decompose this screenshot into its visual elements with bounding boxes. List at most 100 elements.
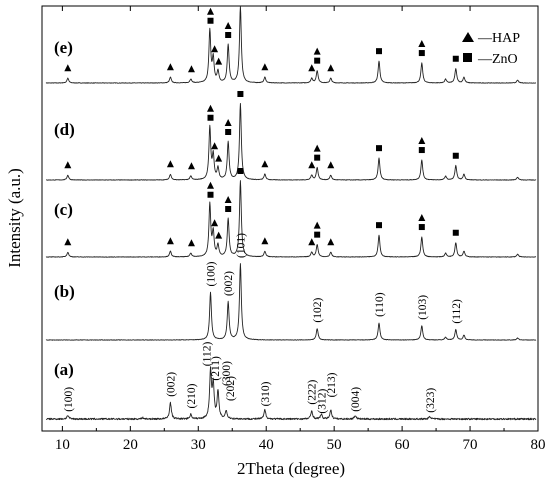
peak-label: (312) xyxy=(316,389,328,414)
hap-marker xyxy=(261,237,269,245)
peak-label: (222) xyxy=(307,380,319,405)
hap-marker xyxy=(313,144,321,152)
peak-label: (100) xyxy=(206,261,218,286)
panel-label-0: (e) xyxy=(54,38,73,57)
hap-marker xyxy=(418,137,426,145)
hap-marker xyxy=(207,7,215,15)
hap-marker xyxy=(418,40,426,48)
hap-marker xyxy=(418,214,426,222)
plot-frame xyxy=(41,5,539,432)
x-tick-label: 40 xyxy=(259,437,274,453)
zno-marker xyxy=(314,154,321,161)
hap-marker xyxy=(211,142,219,150)
hap-marker xyxy=(166,63,174,71)
peak-label: (110) xyxy=(374,292,386,317)
peak-label: (213) xyxy=(326,372,338,397)
series-trace-2 xyxy=(45,180,537,258)
zno-marker xyxy=(237,168,244,174)
hap-marker xyxy=(187,162,195,170)
hap-marker xyxy=(211,45,219,53)
zno-marker xyxy=(418,147,425,154)
peak-label: (100) xyxy=(63,387,75,412)
hap-marker xyxy=(224,119,232,126)
hap-marker xyxy=(211,219,219,227)
x-tick-label: 80 xyxy=(531,437,546,453)
zno-marker xyxy=(376,145,383,152)
x-tick-label: 70 xyxy=(463,437,478,453)
hap-marker xyxy=(327,64,335,72)
legend-triangle-marker xyxy=(462,32,474,42)
zno-marker xyxy=(452,229,459,236)
hap-marker xyxy=(64,161,72,169)
zno-marker xyxy=(225,129,232,135)
zno-marker xyxy=(314,57,321,64)
hap-marker xyxy=(215,231,223,239)
legend: —HAP —ZnO xyxy=(462,31,520,67)
panel-label-1: (d) xyxy=(54,120,75,139)
hap-marker xyxy=(215,57,223,65)
series-trace-3 xyxy=(45,263,537,341)
zno-marker xyxy=(225,206,232,212)
panel-label-3: (b) xyxy=(54,282,75,301)
phase-markers-group xyxy=(64,7,459,247)
x-tick-label: 60 xyxy=(395,437,410,453)
series-trace-0 xyxy=(45,5,537,84)
y-axis-title: Intensity (a.u.) xyxy=(5,168,24,268)
panel-labels-group: (e) (d) (c) (b) (a) xyxy=(54,38,75,379)
hap-marker xyxy=(64,238,72,246)
hap-marker xyxy=(207,181,215,189)
hap-marker xyxy=(187,239,195,247)
hap-marker xyxy=(308,161,316,169)
hap-marker xyxy=(313,221,321,229)
peak-label: (323) xyxy=(425,388,437,413)
peak-label: (300) xyxy=(221,361,233,386)
zno-marker xyxy=(225,32,232,38)
hap-marker xyxy=(64,64,72,72)
zno-marker xyxy=(452,55,459,62)
hap-marker xyxy=(207,104,215,112)
peak-label: (112) xyxy=(451,299,463,324)
peak-label: (102) xyxy=(312,298,324,323)
peak-label: (002) xyxy=(165,372,177,397)
hap-marker xyxy=(166,160,174,168)
hap-marker xyxy=(224,22,232,29)
x-tick-label: 50 xyxy=(327,437,342,453)
peak-label: (101) xyxy=(235,233,247,258)
x-tick-label: 10 xyxy=(55,437,70,453)
peak-label: (202) xyxy=(225,376,237,401)
series-trace-1 xyxy=(45,102,537,181)
zno-marker xyxy=(418,50,425,57)
x-axis: 10 20 30 40 50 60 70 80 xyxy=(55,6,546,453)
legend-square-marker xyxy=(463,53,472,62)
hap-marker xyxy=(308,64,316,72)
hap-marker xyxy=(224,196,232,203)
peak-labels-group: (100) (002) (101) (102) (110) (103) (112) (100)… xyxy=(63,233,463,414)
peak-label: (004) xyxy=(350,387,362,412)
hap-marker xyxy=(215,154,223,162)
x-axis-title: 2Theta (degree) xyxy=(237,459,345,478)
zno-marker xyxy=(207,17,214,24)
panel-label-4: (a) xyxy=(54,360,74,379)
zno-marker xyxy=(314,231,321,238)
hap-marker xyxy=(327,238,335,246)
zno-marker xyxy=(452,152,459,159)
hap-marker xyxy=(261,160,269,168)
zno-marker xyxy=(418,224,425,231)
peak-label: (310) xyxy=(260,381,272,406)
legend-hap-label: —HAP xyxy=(477,31,520,46)
zno-marker xyxy=(376,222,383,229)
zno-marker xyxy=(207,114,214,121)
hap-marker xyxy=(308,238,316,246)
x-tick-label: 20 xyxy=(123,437,138,453)
hap-marker xyxy=(261,63,269,71)
panel-label-2: (c) xyxy=(54,200,73,219)
legend-zno-label: —ZnO xyxy=(477,52,518,67)
hap-marker xyxy=(313,47,321,55)
zno-marker xyxy=(237,91,244,97)
peak-label: (103) xyxy=(417,295,429,320)
hap-marker xyxy=(327,161,335,169)
peak-label: (112) xyxy=(202,342,214,367)
zno-marker xyxy=(376,48,383,55)
peak-label: (211) xyxy=(210,356,222,381)
